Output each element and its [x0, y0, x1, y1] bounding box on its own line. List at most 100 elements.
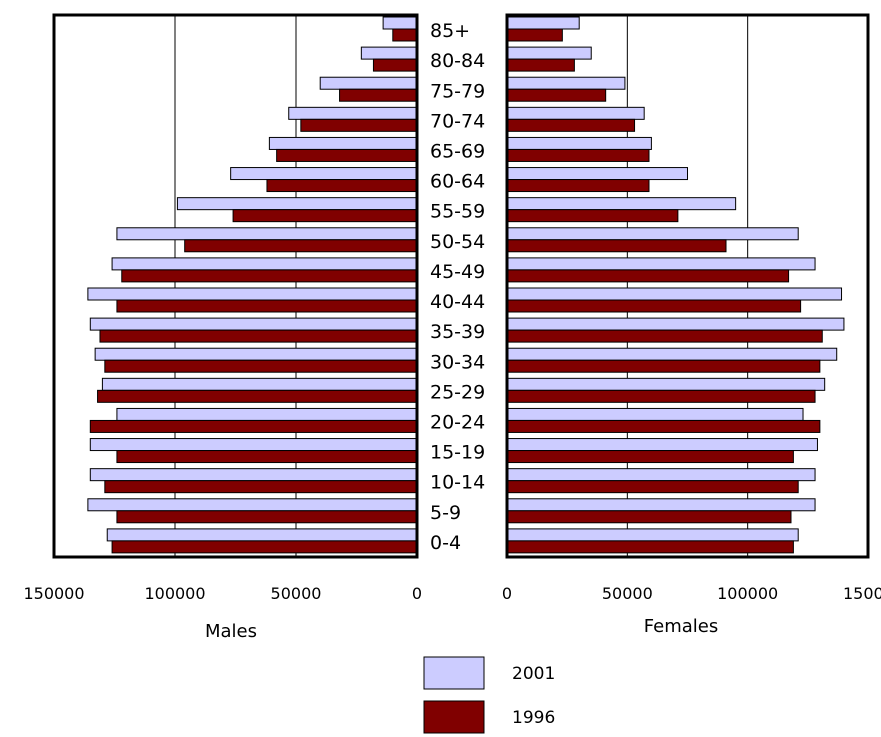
- males-tick-label: 50000: [271, 584, 322, 603]
- male-bar-2001-30-34: [94, 347, 418, 361]
- males-panel: [52, 13, 419, 559]
- males-plot-frame: [52, 13, 419, 559]
- male-bar-2001-0-4: [106, 528, 418, 542]
- male-bar-2001-75-79: [319, 76, 418, 90]
- female-bar-2001-80-84: [506, 46, 592, 60]
- tick-labels: 150000 100000 50000 0 0 50000 100000 150000: [23, 584, 881, 603]
- females-plot-frame: [505, 13, 870, 559]
- male-bar-1996-35-39: [99, 329, 418, 343]
- female-bar-2001-55-59: [506, 197, 737, 211]
- females-tick-label: 150000: [843, 584, 881, 603]
- male-bar-1996-80-84: [372, 58, 418, 72]
- male-bar-2001-5-9: [87, 498, 418, 512]
- age-label-15-19: 15-19: [430, 442, 485, 464]
- female-bar-2001-45-49: [506, 257, 816, 271]
- female-bar-2001-5-9: [506, 498, 816, 512]
- female-bar-1996-45-49: [506, 269, 790, 283]
- male-bar-1996-0-4: [111, 540, 418, 554]
- age-label-10-14: 10-14: [430, 472, 485, 494]
- male-bar-2001-15-19: [89, 438, 418, 452]
- male-bar-1996-25-29: [97, 389, 418, 403]
- female-bar-1996-50-54: [506, 239, 727, 253]
- legend-swatch-1996: [423, 700, 485, 734]
- legend-label-2001: 2001: [512, 664, 555, 684]
- female-bar-1996-40-44: [506, 299, 802, 313]
- age-label-0-4: 0-4: [430, 532, 461, 554]
- age-label-25-29: 25-29: [430, 381, 485, 403]
- male-bar-2001-45-49: [111, 257, 418, 271]
- age-label-35-39: 35-39: [430, 321, 485, 343]
- female-bar-2001-15-19: [506, 438, 818, 452]
- male-bar-1996-5-9: [116, 510, 418, 524]
- female-bar-1996-60-64: [506, 179, 650, 193]
- female-bar-1996-70-74: [506, 118, 636, 132]
- age-group-labels: 0-4 5-9 10-14 15-19 20-24 25-29 30-34 35-39 40-4…: [430, 20, 485, 554]
- female-bar-2001-25-29: [506, 377, 826, 391]
- females-tick-label: 50000: [602, 584, 653, 603]
- age-label-65-69: 65-69: [430, 141, 485, 163]
- legend: 2001 1996: [423, 656, 555, 734]
- female-bar-2001-20-24: [506, 407, 804, 421]
- male-bar-1996-15-19: [116, 450, 418, 464]
- male-bar-1996-55-59: [232, 209, 418, 223]
- male-bar-1996-75-79: [339, 88, 418, 102]
- age-label-40-44: 40-44: [430, 291, 485, 313]
- male-bar-2001-40-44: [87, 287, 418, 301]
- male-bar-2001-20-24: [116, 407, 418, 421]
- male-bar-1996-65-69: [276, 148, 418, 162]
- female-bar-2001-75-79: [506, 76, 626, 90]
- female-bar-1996-30-34: [506, 359, 821, 373]
- age-label-60-64: 60-64: [430, 171, 485, 193]
- age-label-75-79: 75-79: [430, 80, 485, 102]
- female-bar-2001-70-74: [506, 106, 645, 120]
- male-bar-2001-85+: [382, 16, 418, 30]
- female-bar-1996-65-69: [506, 148, 650, 162]
- male-bar-2001-65-69: [268, 136, 418, 150]
- age-label-80-84: 80-84: [430, 50, 485, 72]
- males-axis-title: Males: [205, 621, 257, 642]
- female-bar-2001-0-4: [506, 528, 799, 542]
- age-label-20-24: 20-24: [430, 412, 485, 434]
- female-bar-1996-85+: [506, 28, 563, 42]
- female-bar-2001-30-34: [506, 347, 838, 361]
- legend-swatch-2001: [423, 656, 485, 690]
- age-label-30-34: 30-34: [430, 351, 485, 373]
- female-bar-1996-25-29: [506, 389, 816, 403]
- males-tick-label: 0: [412, 584, 422, 603]
- male-bar-2001-25-29: [101, 377, 418, 391]
- male-bar-2001-60-64: [230, 167, 418, 181]
- male-bar-2001-80-84: [360, 46, 418, 60]
- age-label-55-59: 55-59: [430, 201, 485, 223]
- male-bar-1996-45-49: [121, 269, 418, 283]
- male-bar-2001-70-74: [288, 106, 418, 120]
- females-panel: [505, 13, 870, 559]
- female-bar-2001-50-54: [506, 227, 799, 241]
- female-bar-1996-0-4: [506, 540, 794, 554]
- male-bar-2001-35-39: [89, 317, 418, 331]
- female-bar-2001-65-69: [506, 136, 652, 150]
- male-bar-1996-70-74: [300, 118, 418, 132]
- female-bar-1996-15-19: [506, 450, 794, 464]
- age-label-70-74: 70-74: [430, 110, 485, 132]
- males-tick-label: 100000: [144, 584, 205, 603]
- age-label-85+: 85+: [430, 20, 470, 42]
- age-label-50-54: 50-54: [430, 231, 485, 253]
- male-bar-2001-55-59: [176, 197, 418, 211]
- female-bar-2001-35-39: [506, 317, 845, 331]
- female-bar-1996-20-24: [506, 419, 821, 433]
- female-bar-2001-10-14: [506, 468, 816, 482]
- age-label-45-49: 45-49: [430, 261, 485, 283]
- female-bar-2001-40-44: [506, 287, 843, 301]
- female-bar-1996-80-84: [506, 58, 575, 72]
- male-bar-1996-60-64: [266, 179, 418, 193]
- female-bar-1996-75-79: [506, 88, 607, 102]
- age-label-5-9: 5-9: [430, 502, 461, 524]
- female-bar-1996-55-59: [506, 209, 679, 223]
- females-tick-label: 0: [502, 584, 512, 603]
- male-bar-2001-50-54: [116, 227, 418, 241]
- female-bar-2001-85+: [506, 16, 580, 30]
- female-bar-1996-5-9: [506, 510, 792, 524]
- male-bar-1996-50-54: [184, 239, 418, 253]
- male-bar-1996-20-24: [89, 419, 418, 433]
